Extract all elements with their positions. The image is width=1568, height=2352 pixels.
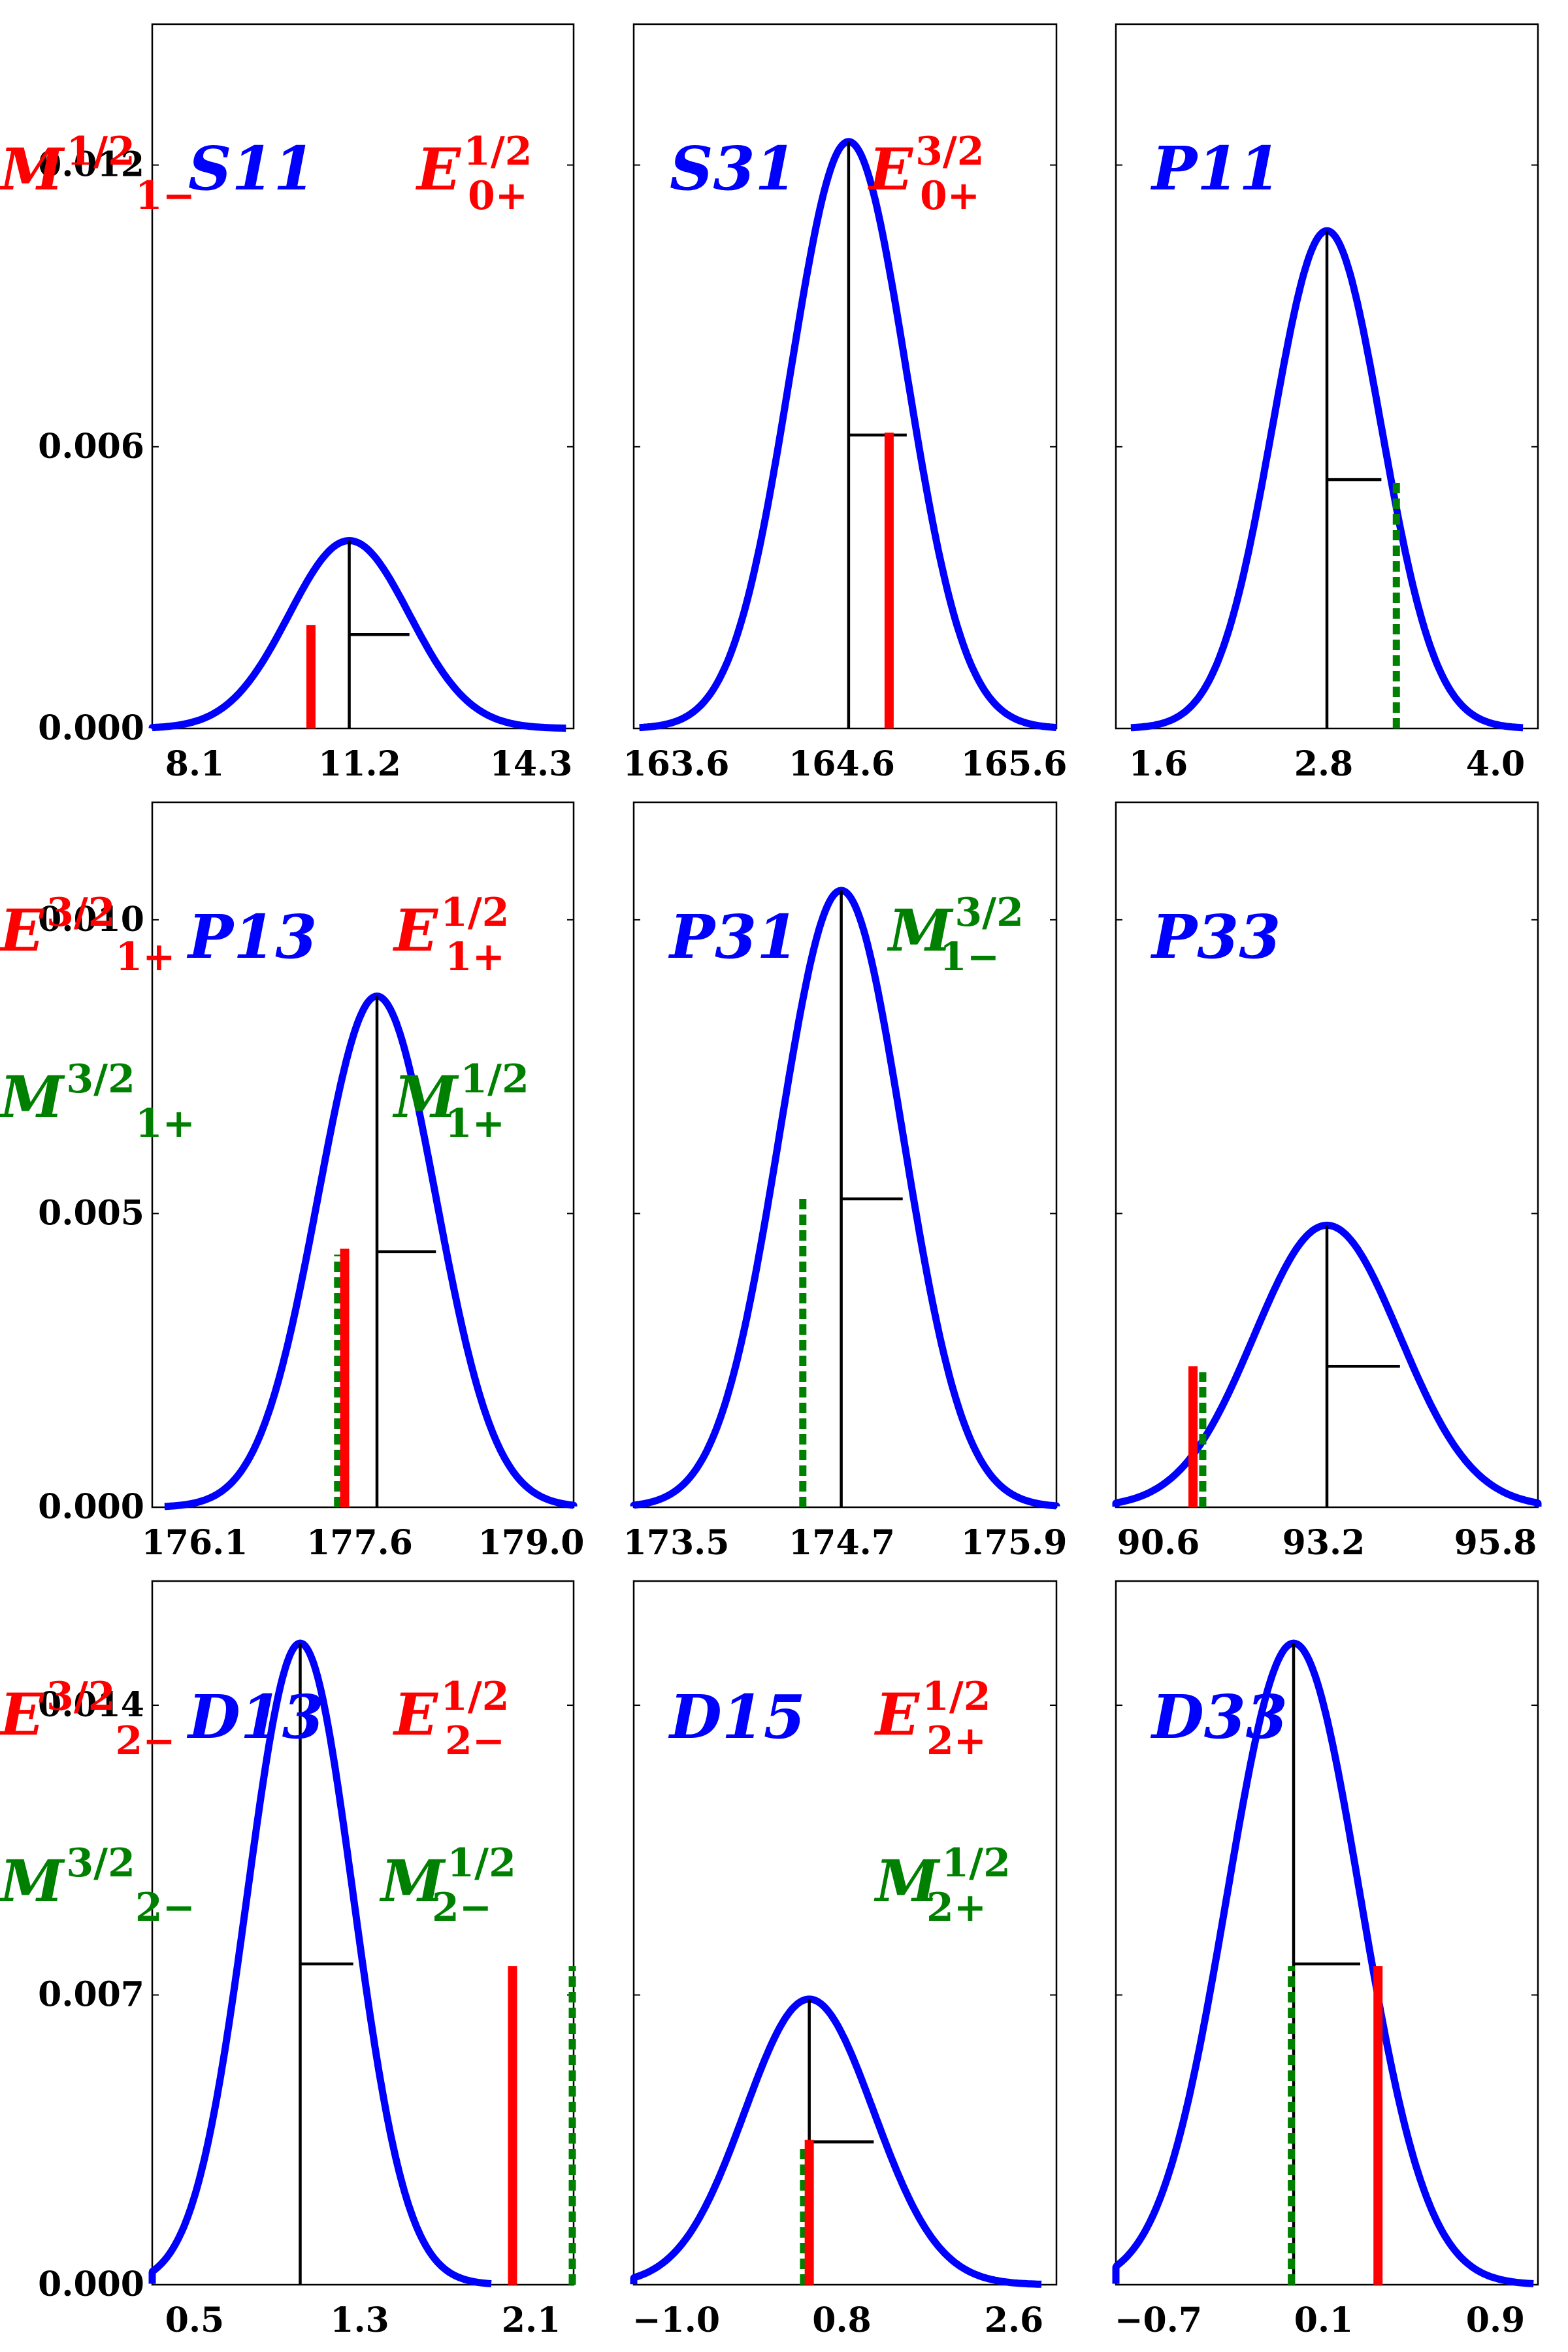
multipole-label: M3/22− [0,1840,195,1931]
y-tick-label: 0.006 [38,427,144,466]
multipole-label: M1/2 2− [379,1840,516,1931]
x-tick-label: 176.1 [142,1523,248,1563]
x-tick-label: 2.8 [1294,744,1353,784]
wave-label: D33 [1150,1682,1288,1752]
wave-label: D13 [186,1682,324,1752]
plot-frame [632,23,1058,730]
x-tick-label: 14.3 [490,744,573,784]
wave-label: P13 [186,902,317,972]
y-tick-label: 0.000 [38,708,144,748]
y-tick-label: 0.010 [38,900,144,939]
panel-p11: 1.6 2.8 4.0 P11 M1/21− [0,23,1539,784]
plot-frame [1115,1580,1539,2286]
y-tick-label: 0.000 [38,1487,144,1527]
y-tick-label: 0.007 [38,1975,144,2015]
multipole-label: E3/22− [0,1674,176,1764]
multipole-label: E3/21+ [0,890,176,980]
gaussian-curve [1112,1639,1535,2287]
x-tick-label: 2.1 [502,2300,561,2340]
x-tick-label: 11.2 [318,744,401,784]
x-tick-label: 175.9 [961,1523,1068,1563]
x-tick-label: 2.6 [985,2300,1043,2340]
multipole-label: E3/2 0+ [867,129,985,219]
x-tick-label: 0.5 [165,2300,224,2340]
multipole-label: E1/2 2+ [874,1674,991,1764]
x-tick-label: 95.8 [1454,1523,1537,1563]
x-tick-label: 174.7 [789,1523,895,1563]
plot-frame [151,1580,575,2286]
x-tick-label: 1.3 [330,2300,389,2340]
multipole-label: M1/2 2+ [874,1840,1011,1931]
x-tick-label: 93.2 [1282,1523,1365,1563]
plot-frame [632,801,1058,1509]
panel-p33: 90.6 93.2 95.8 P33 E3/21+ M3/21+ [0,801,1542,1563]
panel-d15: −1.0 0.8 2.6 D15 E1/2 2+ M1/2 2+ [630,1580,1058,2340]
x-tick-label: 1.6 [1129,744,1188,784]
panel-d13: 0.000 0.007 0.014 0.5 1.3 2.1 D13 E1/2 2− M1/2 2− [38,1580,576,2340]
x-tick-label: 163.6 [623,744,730,784]
x-tick-label: 179.0 [478,1523,585,1563]
wave-label: P33 [1150,902,1281,972]
y-tick-label: 0.012 [38,145,144,185]
wave-label: P31 [668,902,798,972]
x-tick-label: 164.6 [789,744,895,784]
multipole-label: M1/2 1+ [392,1056,529,1147]
plot-frame [632,1580,1058,2286]
x-tick-label: 177.6 [306,1523,413,1563]
panel-d33: −0.7 0.1 0.9 D33 E3/22− M3/22− [0,1580,1539,2340]
multipole-label: M3/21+ [0,1056,195,1147]
multipole-label: E1/2 2− [392,1674,510,1764]
gaussian-curve [163,992,578,1511]
x-tick-label: 8.1 [165,744,224,784]
wave-label: D15 [668,1682,806,1752]
x-tick-label: 0.8 [812,2300,871,2340]
x-tick-label: 0.9 [1466,2300,1525,2340]
panel-p31: 173.5 174.7 175.9 P31 M3/2 1− [623,801,1068,1563]
panel-p13: 0.000 0.005 0.010 176.1 177.6 179.0 P13 E1/2 1+ M… [38,801,585,1563]
x-tick-label: 4.0 [1466,744,1525,784]
wave-label: S31 [670,133,796,204]
wave-label: S11 [188,133,315,204]
x-tick-label: 0.1 [1294,2300,1353,2340]
panel-s11: 0.000 0.006 0.012 8.1 11.2 14.3 S11 E1/2 0+ [38,23,575,784]
y-tick-label: 0.005 [38,1193,144,1233]
x-tick-label: 165.6 [961,744,1068,784]
y-tick-label: 0.000 [38,2264,144,2304]
gaussian-curve [148,1639,493,2287]
multipole-label: E1/2 0+ [415,129,532,219]
x-tick-label: 90.6 [1117,1523,1200,1563]
multipole-label: M3/2 1− [887,890,1024,980]
multipole-label: M1/21− [0,129,195,219]
plot-frame [151,801,575,1509]
x-tick-label: 173.5 [623,1523,730,1563]
gaussian-curve [1129,227,1525,732]
plot-frame [151,23,575,730]
multipole-label: E1/2 1+ [392,890,510,980]
panel-s31: 163.6 164.6 165.6 S31 E3/2 0+ [623,23,1068,784]
x-tick-label: −0.7 [1115,2300,1202,2340]
x-tick-label: −1.0 [632,2300,720,2340]
wave-label: P11 [1150,133,1281,204]
y-tick-label: 0.014 [38,1685,144,1725]
